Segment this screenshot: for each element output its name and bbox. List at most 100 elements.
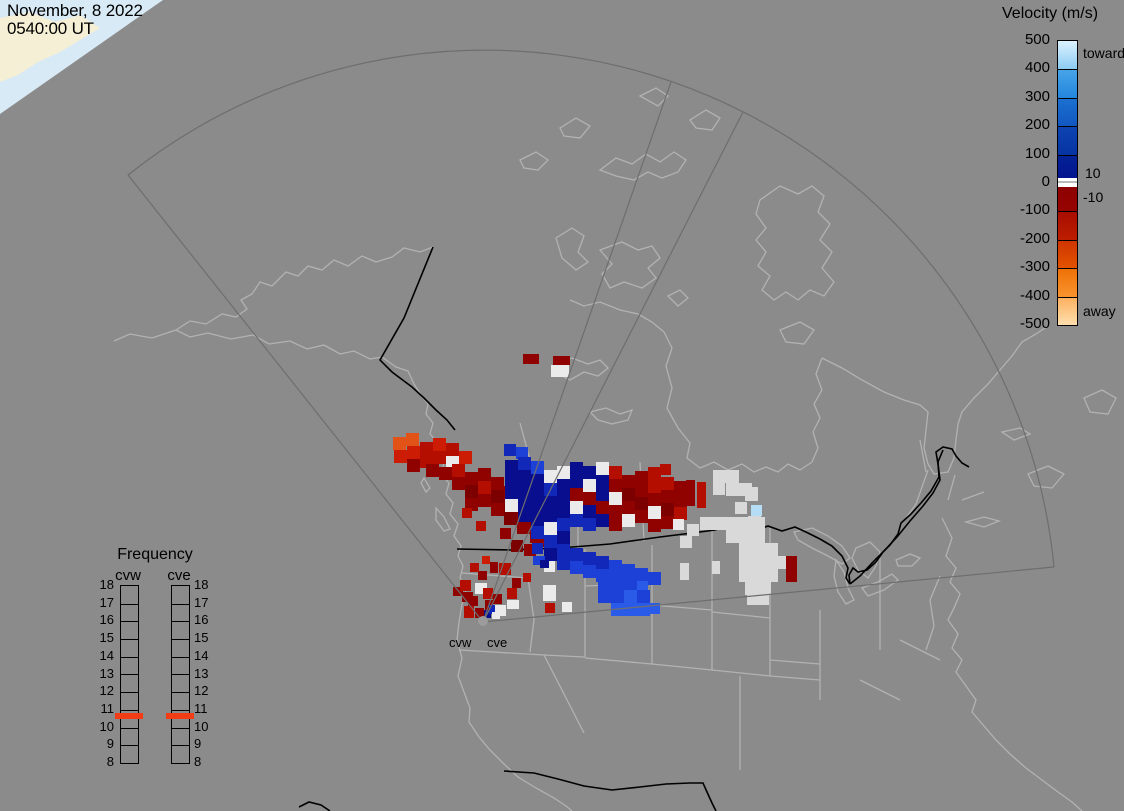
frequency-bar-segment bbox=[121, 745, 138, 763]
frequency-tick-label: 17 bbox=[194, 594, 209, 610]
frequency-tick-label: 17 bbox=[99, 594, 114, 610]
colorbar-segment bbox=[1058, 97, 1077, 127]
velocity-cell bbox=[583, 518, 596, 531]
colorbar-segment bbox=[1058, 126, 1077, 155]
velocity-cell bbox=[459, 451, 472, 464]
velocity-cell bbox=[700, 517, 713, 530]
velocity-tick-label: -200 bbox=[1019, 229, 1050, 247]
velocity-cell bbox=[598, 590, 611, 603]
velocity-cell bbox=[500, 528, 511, 539]
frequency-bar-segment bbox=[121, 639, 138, 657]
velocity-cell bbox=[609, 560, 622, 573]
velocity-cell bbox=[624, 577, 637, 590]
velocity-cell bbox=[583, 565, 596, 578]
velocity-cell bbox=[687, 524, 699, 536]
velocity-cell bbox=[420, 442, 433, 455]
velocity-cell bbox=[570, 501, 583, 514]
away-label: away bbox=[1083, 303, 1116, 319]
velocity-cell bbox=[491, 490, 504, 503]
frequency-bar-segment bbox=[121, 586, 138, 604]
velocity-cell bbox=[540, 560, 549, 568]
velocity-cell bbox=[518, 470, 531, 483]
timestamp-time: 0540:00 UT bbox=[7, 19, 94, 38]
velocity-cell bbox=[470, 563, 479, 572]
velocity-cell bbox=[531, 461, 544, 474]
velocity-cell bbox=[739, 543, 752, 556]
velocity-cell bbox=[622, 514, 635, 527]
velocity-cell bbox=[583, 479, 596, 492]
frequency-tick-label: 13 bbox=[99, 665, 114, 681]
frequency-bar-segment bbox=[172, 603, 189, 622]
radar-label-cve: cve bbox=[487, 635, 508, 650]
velocity-cell bbox=[460, 580, 471, 591]
frequency-column-label-cvw: cvw bbox=[115, 567, 141, 584]
velocity-cell bbox=[752, 543, 765, 556]
velocity-cell bbox=[635, 510, 648, 523]
velocity-cell bbox=[648, 467, 661, 480]
colorbar-segment bbox=[1058, 182, 1077, 212]
velocity-cell bbox=[596, 475, 609, 488]
velocity-cell bbox=[518, 457, 531, 470]
frequency-tick-label: 15 bbox=[99, 630, 114, 646]
velocity-cell bbox=[648, 572, 661, 585]
velocity-cell bbox=[622, 564, 635, 577]
velocity-cell bbox=[557, 557, 570, 570]
frequency-tick-label: 10 bbox=[99, 718, 114, 734]
velocity-cell bbox=[562, 602, 572, 612]
velocity-tick-label: 0 bbox=[1041, 173, 1050, 190]
frequency-bar-segment bbox=[172, 692, 189, 710]
radar-site-dot bbox=[478, 616, 488, 626]
frequency-tick-label: 12 bbox=[194, 683, 209, 699]
velocity-cell bbox=[739, 517, 752, 530]
velocity-cell bbox=[609, 518, 622, 531]
velocity-cell bbox=[544, 522, 557, 535]
velocity-cell bbox=[583, 492, 596, 505]
velocity-cell bbox=[648, 506, 661, 519]
velocity-cell bbox=[713, 470, 726, 483]
frequency-column-label-cve: cve bbox=[167, 567, 191, 584]
velocity-cell bbox=[726, 517, 739, 530]
velocity-cell bbox=[490, 562, 498, 573]
velocity-cell bbox=[650, 603, 660, 614]
frequency-bar-segment bbox=[121, 621, 138, 639]
velocity-cell bbox=[505, 460, 518, 473]
velocity-cell bbox=[609, 492, 622, 505]
velocity-cell bbox=[758, 582, 771, 595]
frequency-tick-label: 18 bbox=[194, 577, 209, 592]
frequency-tick-label: 14 bbox=[99, 647, 114, 663]
frequency-tick-label: 18 bbox=[99, 577, 114, 592]
frequency-bar-segment bbox=[121, 709, 138, 728]
velocity-cell bbox=[624, 603, 637, 616]
velocity-cell bbox=[557, 492, 570, 505]
velocity-cell bbox=[482, 556, 490, 564]
velocity-cell bbox=[483, 588, 493, 599]
velocity-cell bbox=[517, 521, 530, 534]
radar-label-cvw: cvw bbox=[449, 635, 472, 650]
velocity-cell bbox=[635, 497, 648, 510]
frequency-bar-segment bbox=[172, 727, 189, 746]
velocity-cell bbox=[735, 502, 747, 514]
velocity-cell bbox=[523, 573, 531, 582]
frequency-bar-segment bbox=[172, 745, 189, 763]
velocity-cell bbox=[393, 437, 406, 450]
velocity-cell bbox=[745, 582, 758, 595]
frequency-marker-cvw bbox=[115, 712, 143, 719]
velocity-cell bbox=[446, 443, 459, 456]
velocity-cell bbox=[476, 521, 486, 531]
velocity-cell bbox=[726, 483, 739, 496]
velocity-cell bbox=[544, 509, 557, 522]
velocity-cell bbox=[570, 514, 583, 527]
frequency-bar-segment bbox=[172, 621, 189, 639]
velocity-cell bbox=[512, 578, 521, 588]
frequency-tick-label: 15 bbox=[194, 630, 209, 646]
velocity-cell bbox=[495, 605, 506, 616]
frequency-bar-segment bbox=[172, 674, 189, 692]
velocity-cell bbox=[531, 487, 544, 500]
velocity-cell bbox=[557, 479, 570, 492]
toward-label: toward bbox=[1083, 45, 1124, 61]
velocity-cell bbox=[507, 588, 517, 599]
velocity-cell bbox=[544, 561, 555, 572]
colorbar-segment bbox=[1058, 268, 1077, 297]
velocity-cell bbox=[713, 517, 726, 530]
